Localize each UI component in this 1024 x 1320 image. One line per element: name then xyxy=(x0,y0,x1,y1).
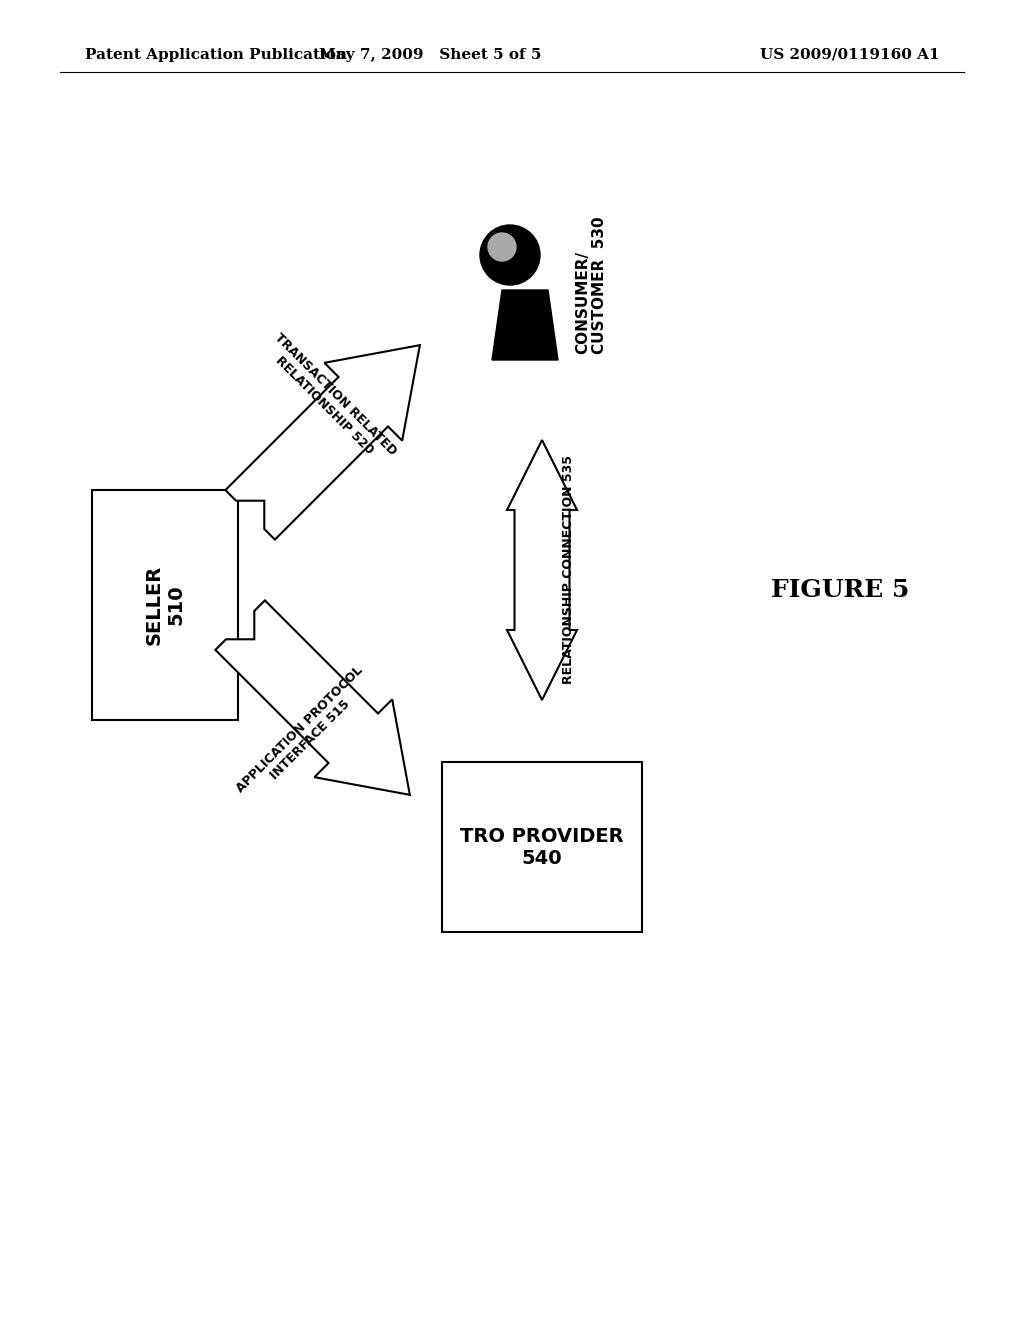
Text: TRO PROVIDER
540: TRO PROVIDER 540 xyxy=(460,826,624,867)
Polygon shape xyxy=(215,601,410,795)
Text: APPLICATION PROTOCOL
INTERFACE 515: APPLICATION PROTOCOL INTERFACE 515 xyxy=(233,664,376,807)
Text: RELATIONSHIP CONNECTION 535: RELATIONSHIP CONNECTION 535 xyxy=(562,455,575,685)
Polygon shape xyxy=(507,440,577,700)
Text: Patent Application Publication: Patent Application Publication xyxy=(85,48,347,62)
Polygon shape xyxy=(492,290,558,360)
Text: US 2009/0119160 A1: US 2009/0119160 A1 xyxy=(760,48,940,62)
Text: SELLER
510: SELLER 510 xyxy=(144,565,185,645)
Text: May 7, 2009   Sheet 5 of 5: May 7, 2009 Sheet 5 of 5 xyxy=(318,48,542,62)
Circle shape xyxy=(480,224,540,285)
Text: FIGURE 5: FIGURE 5 xyxy=(771,578,909,602)
Bar xyxy=(92,490,238,719)
Bar xyxy=(442,762,642,932)
Text: TRANSACTION RELATED
RELATIONSHIP 520: TRANSACTION RELATED RELATIONSHIP 520 xyxy=(261,331,398,469)
Circle shape xyxy=(488,234,516,261)
Polygon shape xyxy=(225,345,420,540)
Text: CONSUMER/
CUSTOMER  530: CONSUMER/ CUSTOMER 530 xyxy=(575,216,607,354)
